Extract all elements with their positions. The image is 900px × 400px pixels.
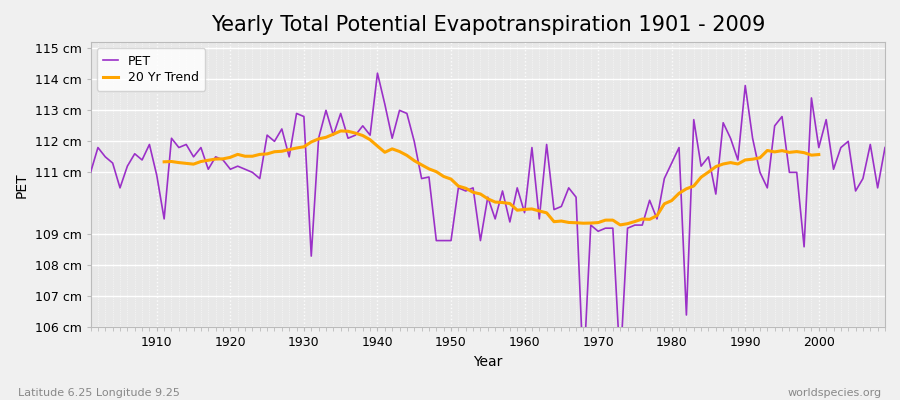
PET	[526, 145, 537, 150]
Text: worldspecies.org: worldspecies.org	[788, 388, 882, 398]
20 Yr Trend	[158, 160, 169, 164]
X-axis label: Year: Year	[473, 355, 502, 369]
20 Yr Trend	[814, 152, 824, 157]
20 Yr Trend	[798, 150, 809, 155]
PET	[350, 133, 361, 138]
Line: PET: PET	[91, 73, 885, 374]
PET	[578, 372, 589, 376]
PET	[519, 210, 530, 215]
PET	[622, 226, 633, 230]
20 Yr Trend	[615, 222, 626, 227]
Text: Latitude 6.25 Longitude 9.25: Latitude 6.25 Longitude 9.25	[18, 388, 180, 398]
PET	[372, 71, 382, 76]
Title: Yearly Total Potential Evapotranspiration 1901 - 2009: Yearly Total Potential Evapotranspiratio…	[211, 15, 765, 35]
20 Yr Trend	[629, 219, 640, 224]
Y-axis label: PET: PET	[15, 172, 29, 198]
PET	[86, 170, 96, 175]
20 Yr Trend	[247, 154, 257, 159]
20 Yr Trend	[733, 162, 743, 166]
Legend: PET, 20 Yr Trend: PET, 20 Yr Trend	[97, 48, 205, 91]
Line: 20 Yr Trend: 20 Yr Trend	[164, 131, 819, 225]
20 Yr Trend	[364, 137, 375, 142]
PET	[306, 254, 317, 258]
20 Yr Trend	[336, 128, 346, 133]
20 Yr Trend	[718, 162, 729, 166]
PET	[879, 145, 890, 150]
PET	[144, 142, 155, 147]
